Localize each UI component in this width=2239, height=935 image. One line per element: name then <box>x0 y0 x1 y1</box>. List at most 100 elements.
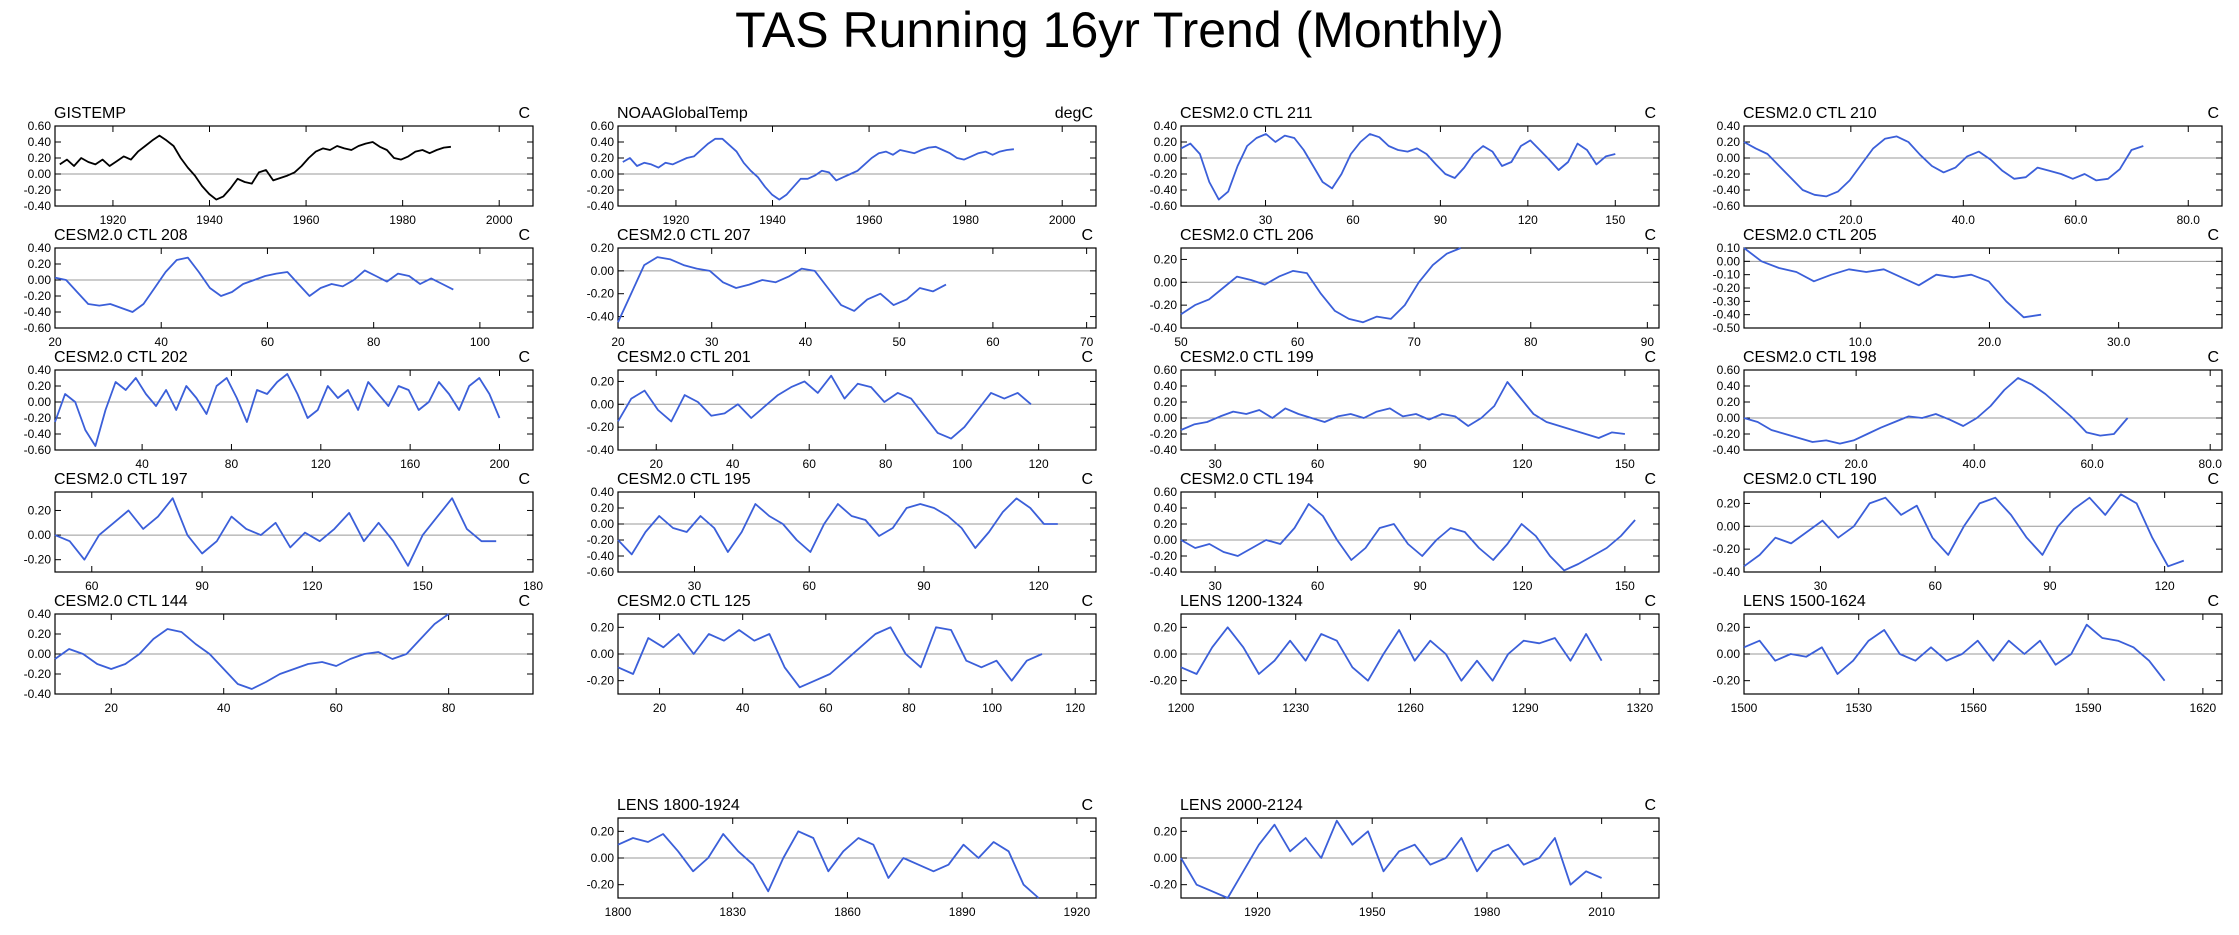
series-line <box>617 374 1032 440</box>
panel-title: CESM2.0 CTL 205 <box>1743 227 1877 244</box>
x-tick-label: 80 <box>1524 335 1538 349</box>
y-tick-label: -0.40 <box>587 310 615 324</box>
y-tick-label: -0.20 <box>24 667 52 681</box>
chart-panel: CESM2.0 CTL 190 C 30 60 90 120 -0.40 -0.20 0.00 0… <box>1713 471 2223 593</box>
panel-unit: C <box>518 593 530 610</box>
x-tick-label: 40.0 <box>1962 457 1986 471</box>
chart-panel: CESM2.0 CTL 125 C 20 40 60 80 100 120 -0.20 0.00 0… <box>587 593 1097 715</box>
y-tick-label: 0.00 <box>591 517 615 531</box>
y-tick-label: -0.20 <box>1150 674 1178 688</box>
x-tick-label: 1830 <box>719 905 746 919</box>
panel-title: CESM2.0 CTL 201 <box>617 349 751 366</box>
x-tick-label: 1920 <box>1244 905 1271 919</box>
y-tick-label: -0.20 <box>1713 542 1741 556</box>
y-tick-label: -0.20 <box>24 289 52 303</box>
x-tick-label: 100 <box>952 457 972 471</box>
x-tick-label: 60 <box>329 701 343 715</box>
chart-panel: CESM2.0 CTL 198 C 20.0 40.0 60.0 80.0 -0.40 -0.… <box>1713 349 2223 471</box>
panel-title: LENS 1500-1624 <box>1743 593 1866 610</box>
chart-panel: CESM2.0 CTL 194 C 30 60 90 120 150 -0.40 -0.20 0.… <box>1150 471 1660 593</box>
series-line <box>59 134 452 201</box>
plot-frame <box>1743 125 2223 207</box>
y-tick-label: -0.20 <box>587 533 615 547</box>
x-tick-label: 1890 <box>949 905 976 919</box>
chart-panel: CESM2.0 CTL 201 C 20 40 60 80 100 120 -0.40 -0.20… <box>587 349 1097 471</box>
chart-panel: GISTEMP C 1920 1940 1960 1980 2000 -0.40 -0.20 0.… <box>24 105 534 227</box>
x-tick-label: 2000 <box>1049 213 1076 227</box>
y-tick-label: 0.00 <box>1154 533 1178 547</box>
y-tick-label: 0.40 <box>28 135 52 149</box>
x-tick-label: 120 <box>1029 457 1049 471</box>
plot-frame <box>1180 491 1660 573</box>
panel-unit: C <box>1081 797 1093 814</box>
panel-unit: C <box>1644 797 1656 814</box>
y-tick-label: 0.00 <box>591 851 615 865</box>
panel-unit: C <box>518 105 530 122</box>
y-tick-label: 0.20 <box>591 241 615 255</box>
panel-unit: C <box>1081 349 1093 366</box>
x-tick-label: 90 <box>2043 579 2057 593</box>
plot-frame <box>617 247 1097 329</box>
y-tick-label: 0.20 <box>1154 135 1178 149</box>
series-line <box>622 137 1015 201</box>
x-tick-label: 1920 <box>663 213 690 227</box>
panel-title: NOAAGlobalTemp <box>617 105 748 122</box>
x-tick-label: 60 <box>1929 579 1943 593</box>
plot-frame <box>54 369 534 451</box>
y-tick-label: 0.00 <box>28 528 52 542</box>
y-tick-label: 0.20 <box>591 151 615 165</box>
y-tick-label: -0.20 <box>1150 167 1178 181</box>
y-tick-label: 0.40 <box>28 607 52 621</box>
y-tick-label: 0.00 <box>28 395 52 409</box>
y-tick-label: 0.00 <box>591 264 615 278</box>
x-tick-label: 60.0 <box>2080 457 2104 471</box>
x-tick-label: 1920 <box>100 213 127 227</box>
x-tick-label: 60 <box>803 457 817 471</box>
x-tick-label: 120 <box>2155 579 2175 593</box>
chart-panel: CESM2.0 CTL 205 C10.0 20.0 30.0-0.50-0.40-0… <box>1713 227 2223 349</box>
y-tick-label: 0.60 <box>1154 485 1178 499</box>
x-tick-label: 30.0 <box>2107 335 2131 349</box>
y-tick-label: -0.20 <box>587 183 615 197</box>
x-tick-label: 120 <box>311 457 331 471</box>
x-tick-label: 60 <box>1311 457 1325 471</box>
y-tick-label: 0.20 <box>591 824 615 838</box>
panel-unit: C <box>518 349 530 366</box>
x-tick-label: 90 <box>1413 579 1427 593</box>
y-tick-label: -0.20 <box>587 878 615 892</box>
y-tick-label: -0.20 <box>1150 298 1178 312</box>
y-tick-label: 0.20 <box>1717 135 1741 149</box>
x-tick-label: 60 <box>1291 335 1305 349</box>
panel-title: CESM2.0 CTL 210 <box>1743 105 1877 122</box>
panel-title: CESM2.0 CTL 144 <box>54 593 188 610</box>
x-tick-label: 150 <box>1605 213 1625 227</box>
x-tick-label: 100 <box>982 701 1002 715</box>
x-tick-label: 80 <box>879 457 893 471</box>
x-tick-label: 20.0 <box>1978 335 2002 349</box>
y-tick-label: -0.20 <box>587 674 615 688</box>
x-tick-label: 160 <box>400 457 420 471</box>
y-tick-label: 0.10 <box>1717 241 1741 255</box>
panel-unit: C <box>1644 349 1656 366</box>
y-tick-label: -0.60 <box>24 443 52 457</box>
x-tick-label: 80.0 <box>2199 457 2223 471</box>
x-tick-label: 80.0 <box>2177 213 2201 227</box>
panel-title: CESM2.0 CTL 194 <box>1180 471 1314 488</box>
y-tick-label: -0.20 <box>1713 281 1741 295</box>
x-tick-label: 100 <box>470 335 490 349</box>
y-tick-label: -0.40 <box>587 549 615 563</box>
panel-unit: C <box>518 227 530 244</box>
y-tick-label: -0.40 <box>1713 183 1741 197</box>
series-line <box>1180 819 1602 899</box>
y-tick-label: -0.20 <box>587 287 615 301</box>
y-tick-label: -0.40 <box>1713 308 1741 322</box>
y-tick-label: 0.40 <box>1717 379 1741 393</box>
y-tick-label: 0.00 <box>1154 411 1178 425</box>
x-tick-label: 1560 <box>1960 701 1987 715</box>
plot-frame <box>1180 247 1660 329</box>
y-tick-label: -0.40 <box>1713 565 1741 579</box>
x-tick-label: 80 <box>902 701 916 715</box>
x-tick-label: 120 <box>1512 457 1532 471</box>
x-tick-label: 1590 <box>2075 701 2102 715</box>
